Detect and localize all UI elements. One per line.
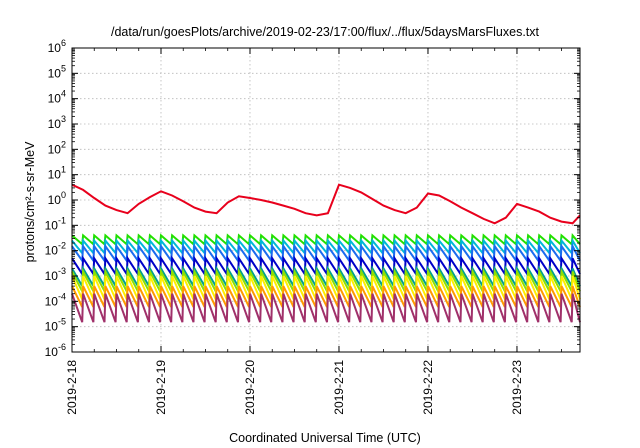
- y-tick-label: 102: [48, 139, 66, 156]
- x-tick-label: 2019-2-22: [421, 360, 435, 415]
- x-tick-label: 2019-2-21: [332, 360, 346, 415]
- y-tick-label: 106: [48, 38, 66, 55]
- y-tick-label: 10-5: [45, 317, 66, 334]
- chart-title: /data/run/goesPlots/archive/2019-02-23/1…: [111, 25, 540, 39]
- series-line: [71, 183, 581, 225]
- series-line: [71, 232, 581, 247]
- plot-border: [71, 47, 581, 353]
- y-tick-label: 10-4: [45, 291, 66, 308]
- x-tick-label: 2019-2-18: [65, 360, 79, 415]
- y-tick-label: 103: [48, 114, 66, 131]
- x-axis-label: Coordinated Universal Time (UTC): [229, 431, 421, 445]
- plot-frame: [71, 47, 581, 353]
- y-tick-label: 101: [48, 165, 66, 182]
- x-tick-label: 2019-2-19: [154, 360, 168, 415]
- y-tick-label: 104: [48, 89, 66, 106]
- x-tick-label: 2019-2-23: [510, 360, 524, 415]
- x-tick-label: 2019-2-20: [243, 360, 257, 415]
- y-tick-label: 10-1: [45, 215, 66, 232]
- series-lines: [71, 183, 581, 323]
- y-axis-label: protons/cm²-s-sr-MeV: [23, 141, 37, 263]
- series-line: [71, 293, 581, 323]
- x-tick-labels: 2019-2-18 2019-2-19 2019-2-20 2019-2-21 2019…: [65, 360, 524, 415]
- y-tick-label: 100: [48, 190, 66, 207]
- y-tick-labels: 10-6 10-5 10-4 10-3 10-2 10-1 100 101 102 103 104 1…: [45, 38, 66, 359]
- y-tick-label: 10-3: [45, 266, 66, 283]
- y-tick-label: 10-6: [45, 342, 66, 359]
- y-tick-label: 105: [48, 63, 66, 80]
- y-tick-label: 10-2: [45, 241, 66, 258]
